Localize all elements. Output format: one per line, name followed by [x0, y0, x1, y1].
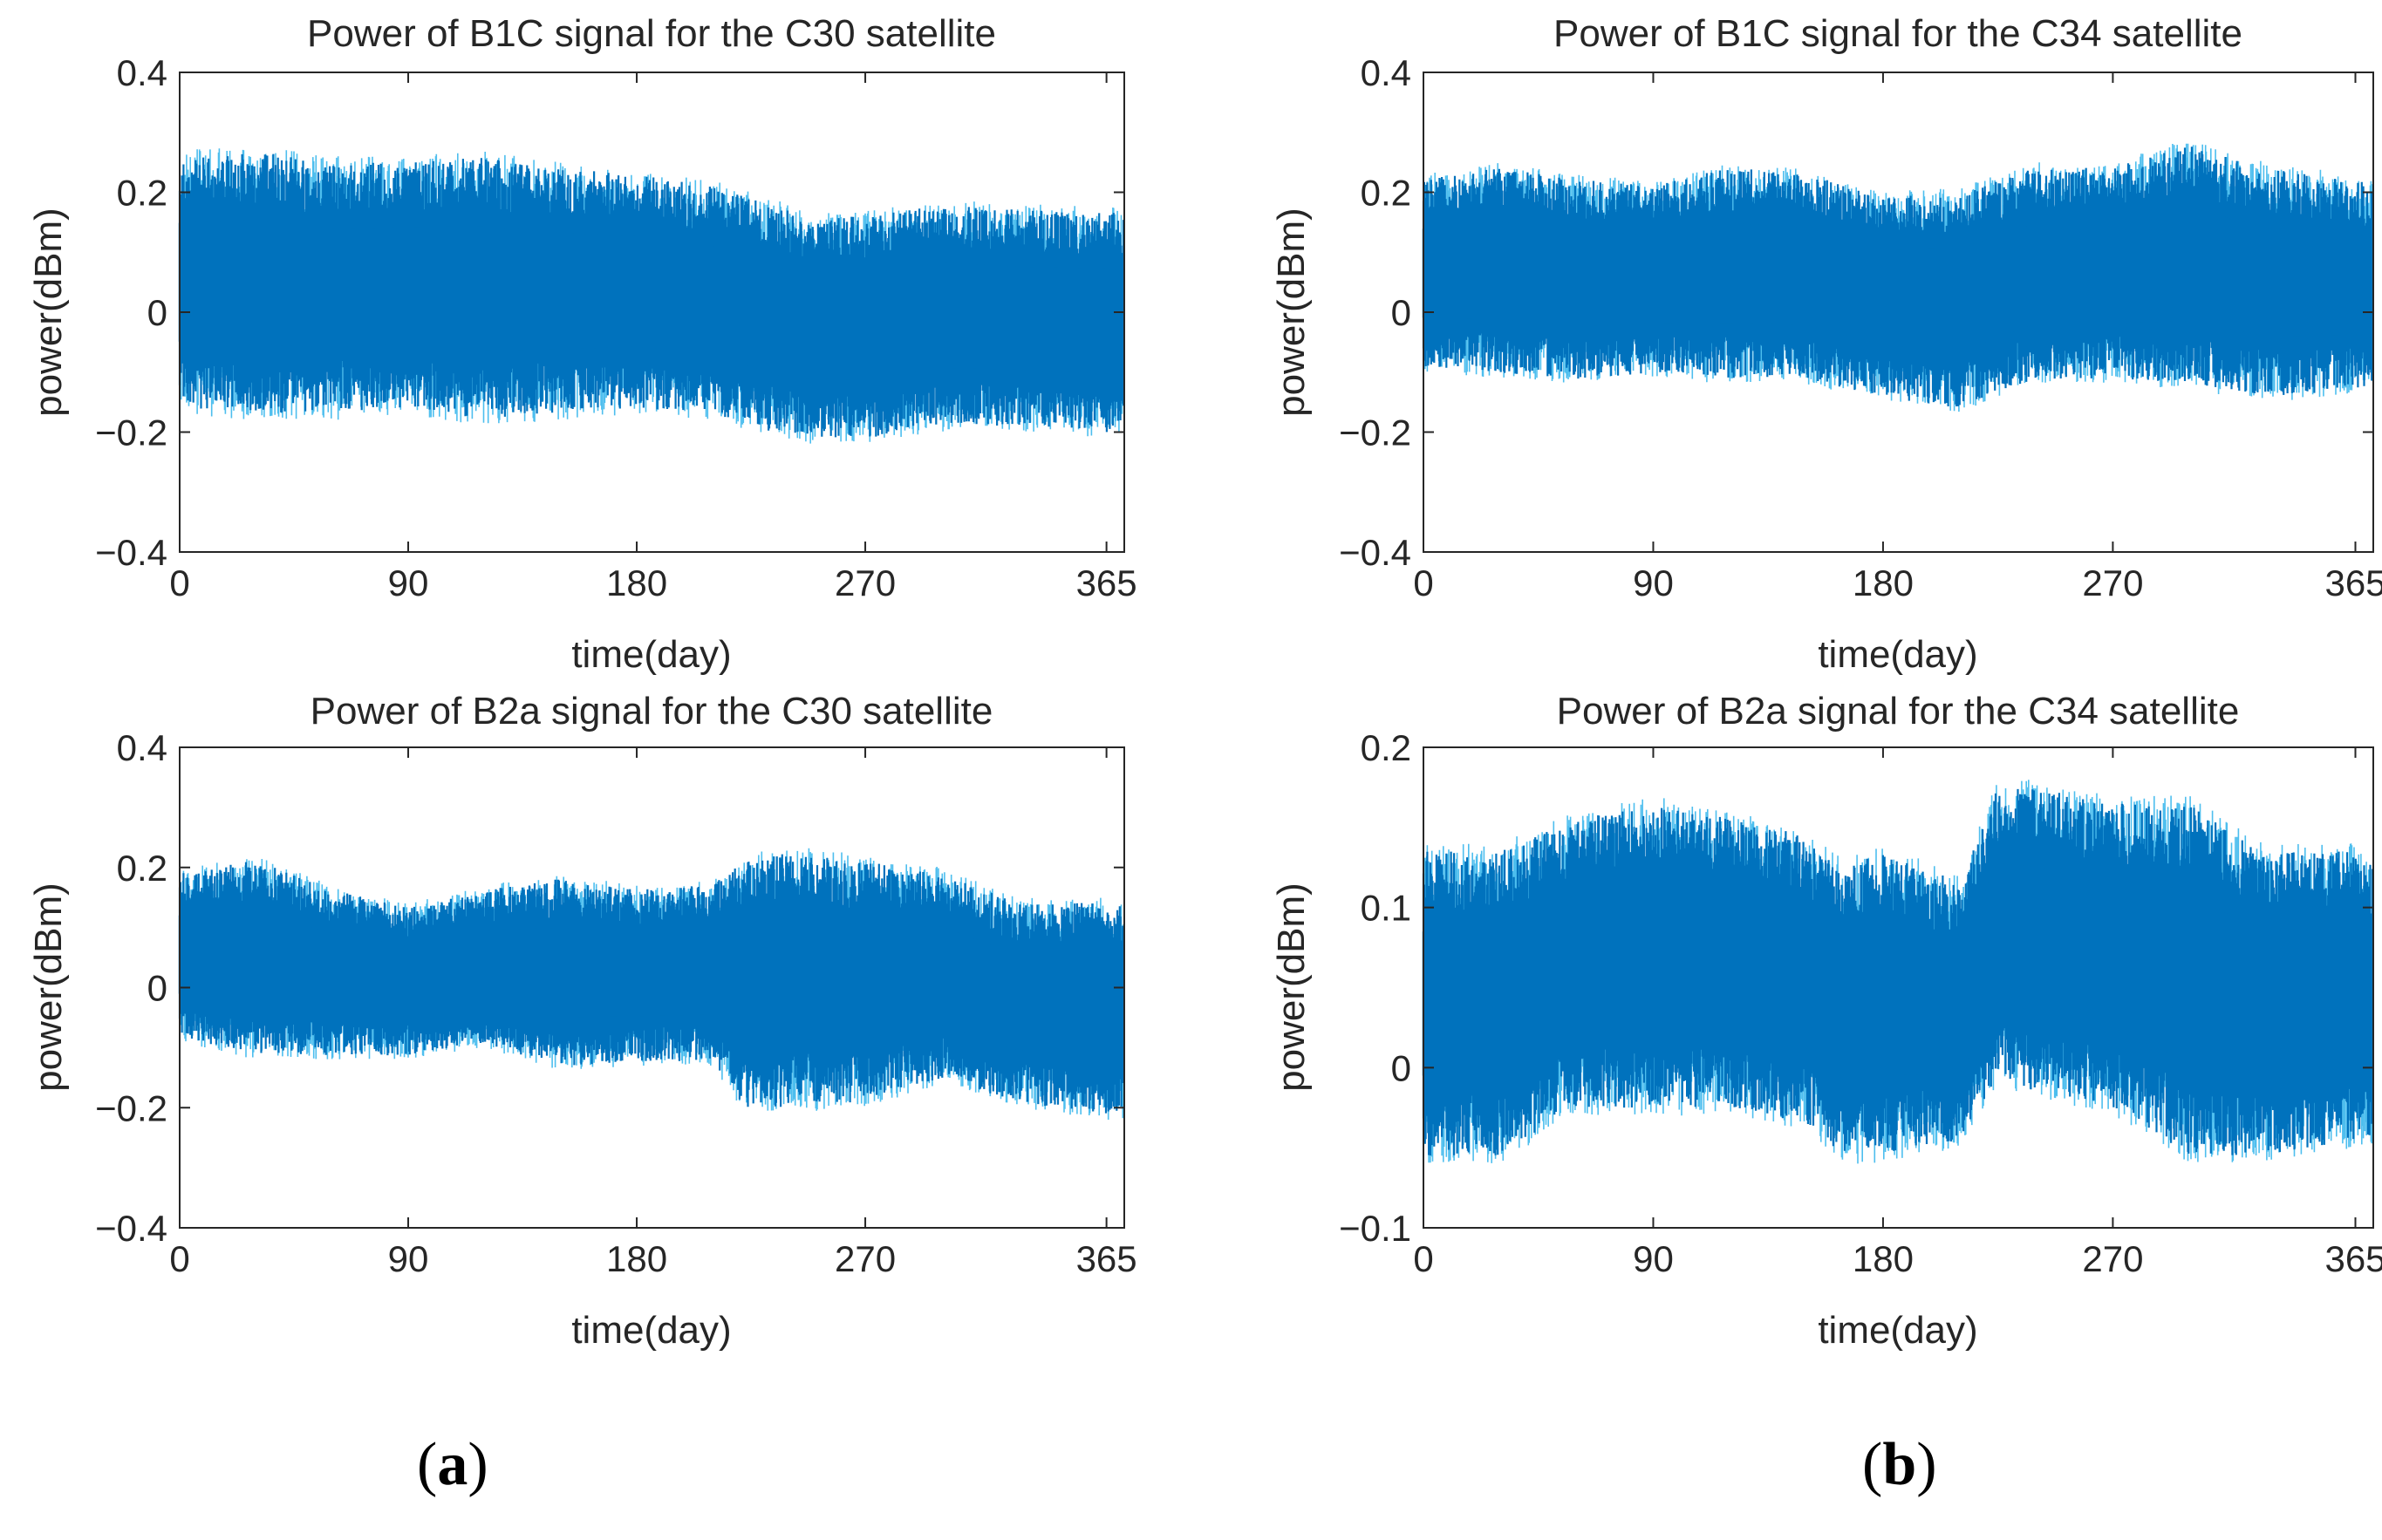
y-tick-label: 0.2 — [117, 848, 167, 889]
y-tick-label: 0.4 — [1361, 52, 1411, 93]
chart-b1c-c34: Power of B1C signal for the C34 satellit… — [1270, 12, 2382, 676]
panel-label-a: (a) — [417, 1431, 488, 1498]
x-tick-label: 365 — [1076, 1238, 1137, 1279]
x-tick-label: 90 — [1633, 1238, 1674, 1279]
y-tick-label: 0.1 — [1361, 888, 1411, 929]
x-tick-label: 365 — [1076, 562, 1137, 603]
y-tick-label: −0.2 — [95, 1087, 167, 1128]
chart-b2a-c30: Power of B2a signal for the C30 satellit… — [27, 690, 1137, 1352]
y-tick-label: 0 — [147, 292, 167, 333]
x-tick-label: 365 — [2324, 1238, 2382, 1279]
y-axis-label: power(dBm) — [1270, 882, 1313, 1092]
x-tick-label: 0 — [1413, 562, 1433, 603]
x-tick-label: 270 — [835, 562, 896, 603]
x-tick-label: 180 — [1853, 562, 1914, 603]
y-tick-label: 0.2 — [1361, 727, 1411, 768]
y-tick-label: 0.2 — [117, 173, 167, 214]
chart-title: Power of B2a signal for the C30 satellit… — [311, 690, 993, 733]
chart-b2a-c34: Power of B2a signal for the C34 satellit… — [1270, 690, 2382, 1352]
y-tick-label: −0.2 — [1339, 412, 1411, 453]
y-tick-label: −0.4 — [95, 532, 167, 573]
y-tick-label: 0 — [1391, 292, 1411, 333]
x-axis-label: time(day) — [1818, 633, 1977, 676]
chart-title: Power of B1C signal for the C34 satellit… — [1553, 12, 2242, 55]
chart-title: Power of B2a signal for the C34 satellit… — [1557, 690, 2240, 733]
x-tick-label: 180 — [606, 562, 667, 603]
chart-title: Power of B1C signal for the C30 satellit… — [307, 12, 996, 55]
y-tick-label: −0.2 — [95, 412, 167, 453]
x-axis-label: time(day) — [571, 1309, 731, 1352]
y-tick-label: −0.4 — [1339, 532, 1411, 573]
panel-label-b: (b) — [1862, 1431, 1937, 1498]
x-tick-label: 0 — [169, 1238, 189, 1279]
x-tick-label: 270 — [2082, 562, 2143, 603]
x-tick-label: 0 — [169, 562, 189, 603]
y-axis-label: power(dBm) — [1270, 208, 1313, 417]
x-tick-label: 180 — [606, 1238, 667, 1279]
x-tick-label: 90 — [1633, 562, 1674, 603]
x-axis-label: time(day) — [571, 633, 731, 676]
y-axis-label: power(dBm) — [27, 208, 70, 417]
x-tick-label: 0 — [1413, 1238, 1433, 1279]
y-tick-label: 0 — [147, 968, 167, 1009]
x-tick-label: 180 — [1853, 1238, 1914, 1279]
x-tick-label: 270 — [835, 1238, 896, 1279]
y-tick-label: −0.4 — [95, 1208, 167, 1249]
x-tick-label: 365 — [2324, 562, 2382, 603]
y-axis-label: power(dBm) — [27, 882, 70, 1092]
y-tick-label: 0.2 — [1361, 173, 1411, 214]
y-tick-label: 0.4 — [117, 52, 167, 93]
x-tick-label: 90 — [388, 1238, 429, 1279]
y-tick-label: −0.1 — [1339, 1208, 1411, 1249]
y-tick-label: 0 — [1391, 1047, 1411, 1088]
y-tick-label: 0.4 — [117, 727, 167, 768]
chart-b1c-c30: Power of B1C signal for the C30 satellit… — [27, 12, 1137, 676]
x-tick-label: 90 — [388, 562, 429, 603]
axes-box — [1423, 746, 2374, 1229]
x-tick-label: 270 — [2082, 1238, 2143, 1279]
x-axis-label: time(day) — [1818, 1309, 1977, 1352]
